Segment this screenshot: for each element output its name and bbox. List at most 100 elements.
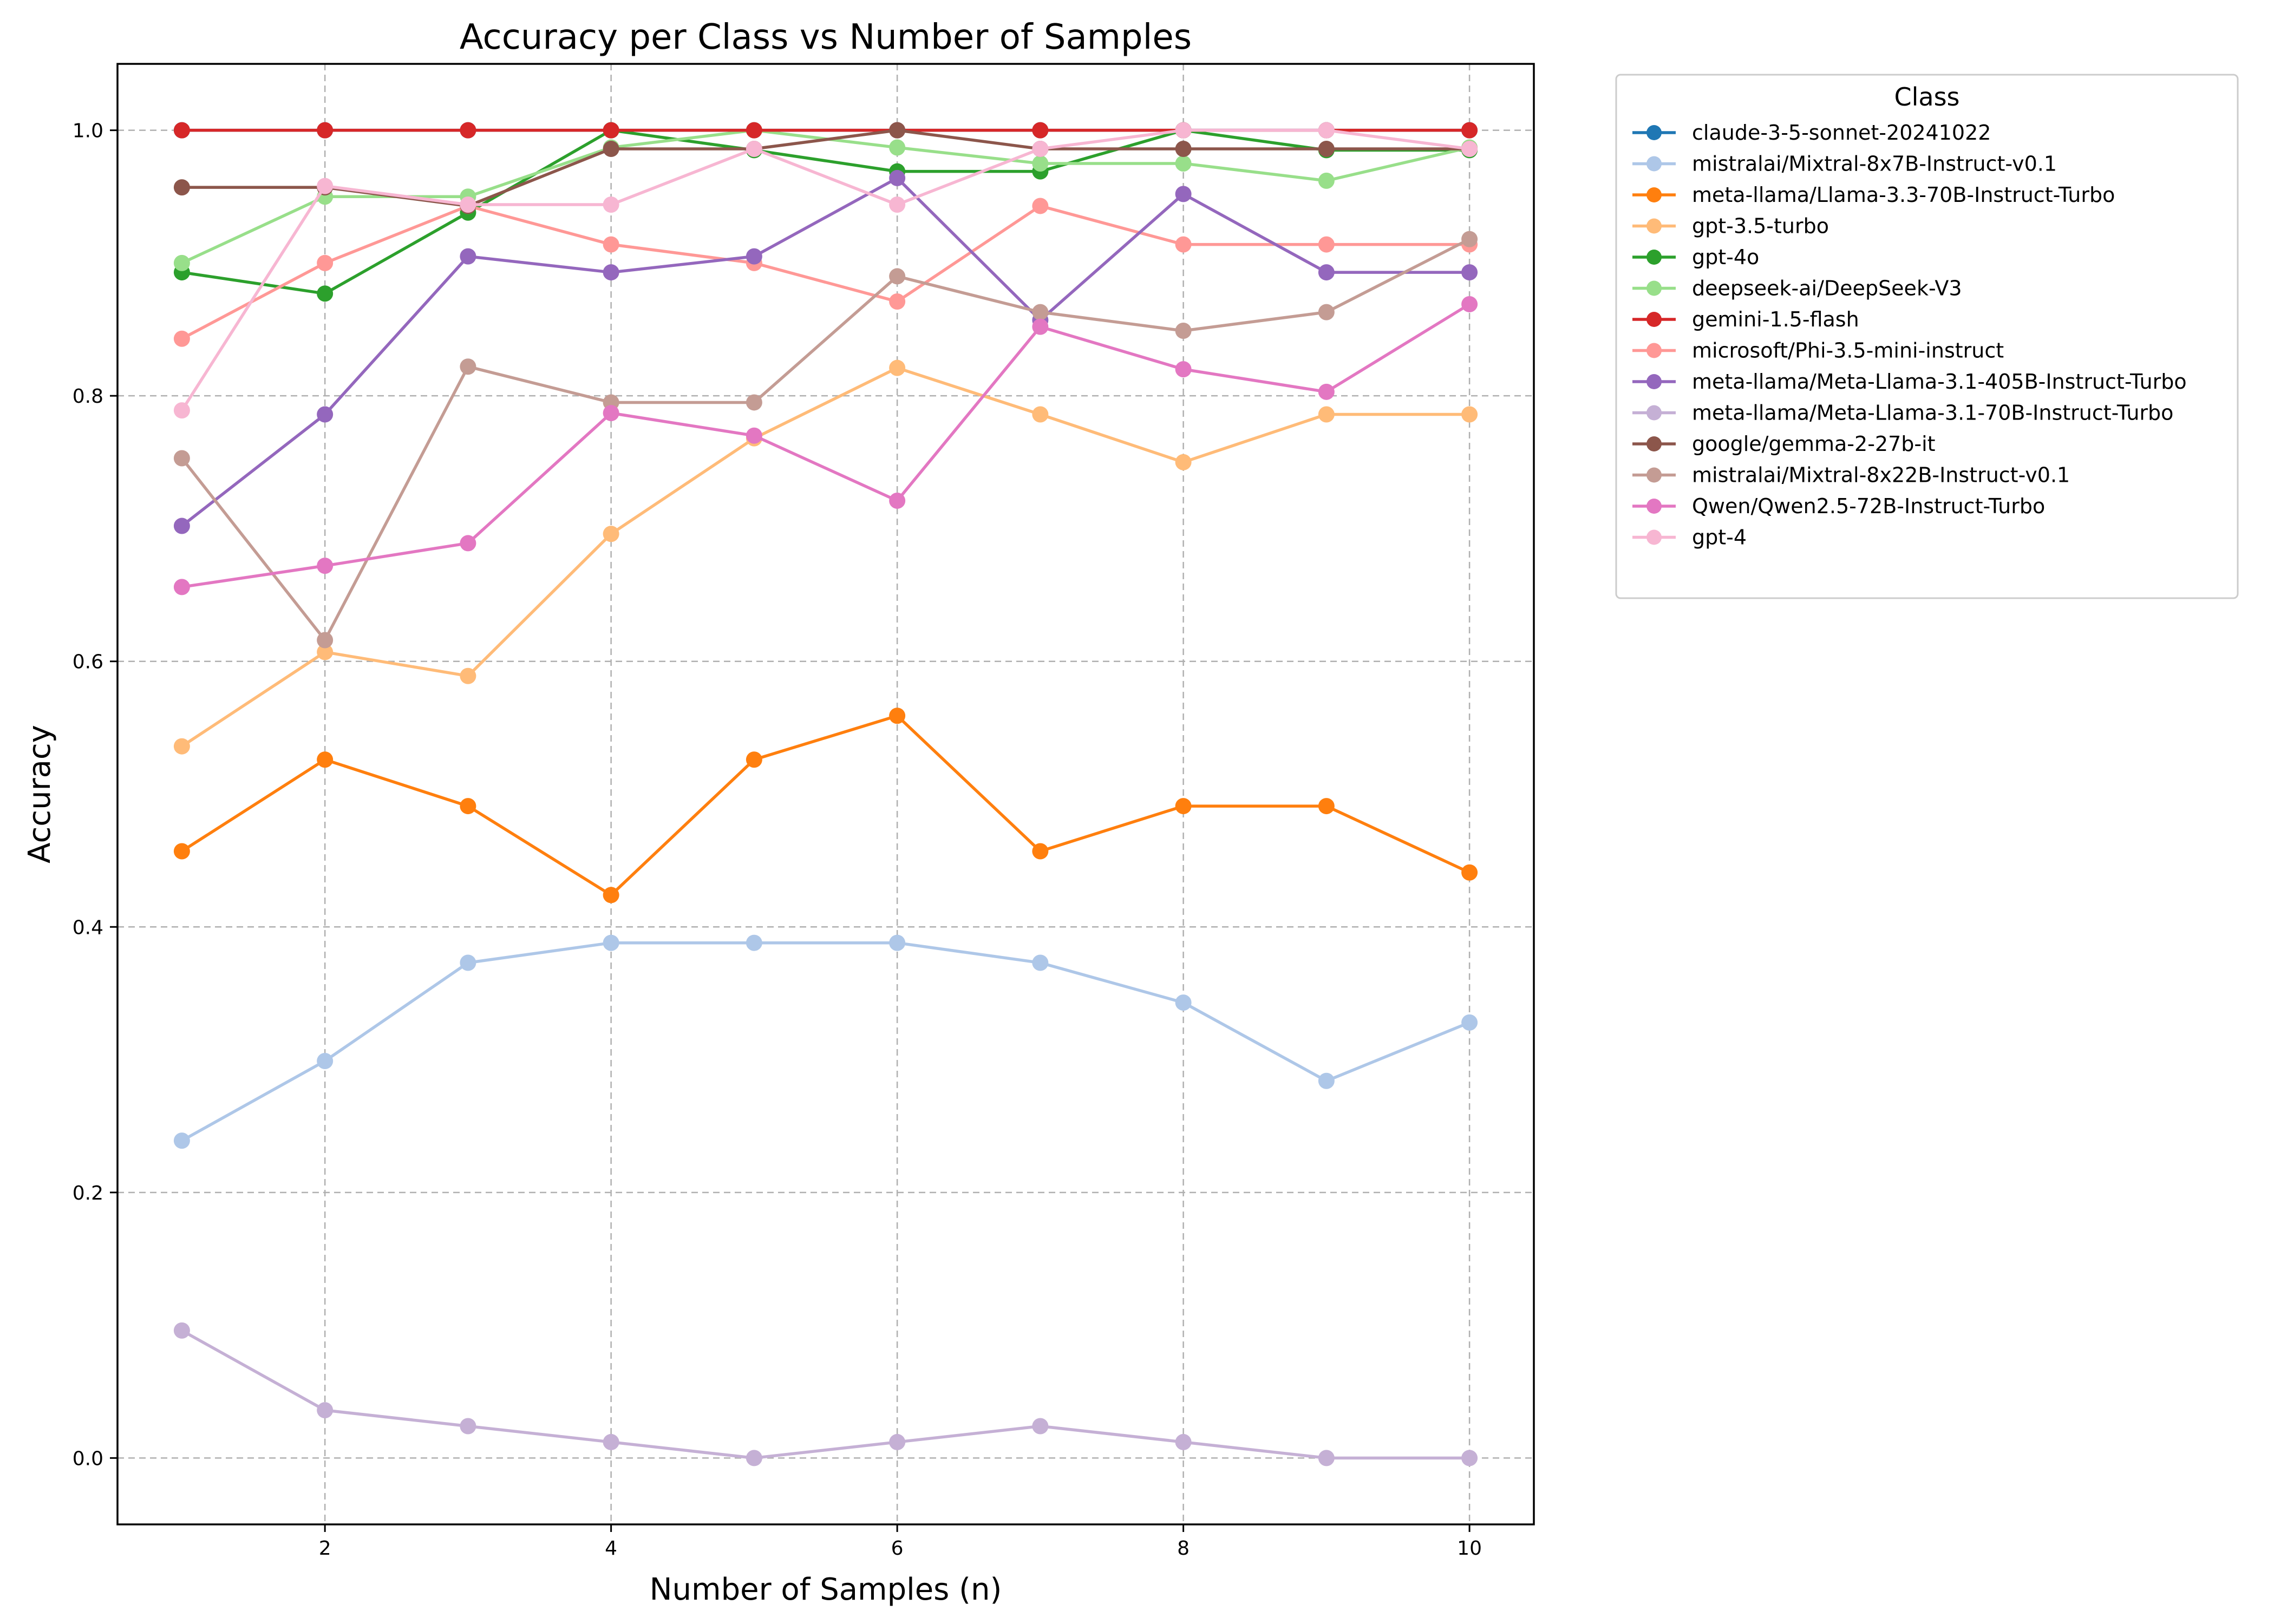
y-tick-label: 0.6 [73, 651, 103, 673]
legend-item: mistralai/Mixtral-8x7B-Instruct-v0.1 [1632, 152, 2057, 176]
data-point [1318, 122, 1335, 139]
data-point [603, 934, 619, 951]
legend-label: mistralai/Mixtral-8x22B-Instruct-v0.1 [1692, 463, 2070, 487]
legend-label: meta-llama/Meta-Llama-3.1-405B-Instruct-… [1692, 370, 2187, 394]
data-point [1032, 318, 1049, 335]
data-point [746, 140, 762, 157]
data-point [173, 179, 190, 196]
data-point [1175, 361, 1192, 378]
data-point [746, 934, 762, 951]
data-point [173, 330, 190, 347]
data-point [460, 358, 476, 375]
data-point [317, 1052, 334, 1069]
x-tick-label: 10 [1457, 1537, 1482, 1560]
data-point [746, 427, 762, 444]
series-line [181, 366, 1470, 748]
data-point [1318, 1450, 1335, 1466]
legend-marker [1646, 187, 1662, 202]
legend-marker [1646, 125, 1662, 140]
data-point [460, 798, 476, 815]
data-point [173, 843, 190, 860]
legend-label: gpt-4o [1692, 245, 1759, 269]
data-point [1318, 798, 1335, 815]
x-tick-label: 8 [1177, 1537, 1190, 1560]
y-tick-label: 0.2 [73, 1182, 103, 1204]
legend-label: microsoft/Phi-3.5-mini-instruct [1692, 339, 2004, 363]
data-point [1461, 864, 1478, 881]
legend-label: meta-llama/Meta-Llama-3.1-70B-Instruct-T… [1692, 401, 2173, 425]
plot-frame [116, 63, 1535, 1525]
data-point [317, 254, 334, 271]
data-point [889, 708, 906, 724]
data-point [317, 751, 334, 768]
data-point [460, 535, 476, 552]
legend-label: claude-3-5-sonnet-20241022 [1692, 121, 1991, 145]
data-point [173, 518, 190, 534]
data-point [603, 887, 619, 903]
data-point [317, 122, 334, 139]
legend-label: deepseek-ai/DeepSeek-V3 [1692, 277, 1962, 300]
data-point [1318, 406, 1335, 423]
data-point [317, 406, 334, 423]
legend-marker [1646, 218, 1662, 234]
data-point [603, 405, 619, 422]
x-tick-label: 2 [319, 1537, 331, 1560]
data-point [1461, 140, 1478, 157]
chart-title: Accuracy per Class vs Number of Samples [460, 17, 1192, 57]
data-point [889, 268, 906, 285]
legend-item: deepseek-ai/DeepSeek-V3 [1632, 277, 1962, 300]
data-point [889, 293, 906, 310]
data-point [889, 169, 906, 186]
legend-item: Qwen/Qwen2.5-72B-Instruct-Turbo [1632, 494, 2045, 518]
legend-label: gpt-4 [1692, 526, 1747, 549]
data-point [1175, 140, 1192, 157]
series-1 [173, 934, 1478, 1149]
data-point [603, 122, 619, 139]
data-point [317, 178, 334, 194]
data-point [1461, 406, 1478, 423]
x-tick-label: 6 [891, 1537, 904, 1560]
y-tick-label: 1.0 [73, 120, 103, 142]
data-point [746, 394, 762, 411]
legend-item: mistralai/Mixtral-8x22B-Instruct-v0.1 [1632, 463, 2070, 487]
data-point [1032, 140, 1049, 157]
legend-marker [1646, 499, 1662, 514]
data-point [603, 1433, 619, 1450]
data-point [603, 140, 619, 157]
data-point [889, 1433, 906, 1450]
y-axis: 0.0 0.2 0.4 0.6 0.8 1.0 [73, 120, 117, 1470]
data-point [1318, 236, 1335, 253]
data-point [1032, 406, 1049, 423]
data-point [173, 579, 190, 595]
data-point [1461, 296, 1478, 312]
series-line [181, 941, 1471, 1142]
series-3 [173, 359, 1478, 755]
legend-marker [1646, 405, 1662, 421]
data-point [889, 196, 906, 213]
legend-item: gpt-4o [1632, 245, 1759, 269]
series-13 [173, 122, 1478, 419]
data-point [1175, 122, 1192, 139]
data-point [889, 359, 906, 376]
series-12 [173, 296, 1478, 595]
data-point [317, 1402, 334, 1419]
series-line [181, 303, 1471, 589]
series-line [181, 714, 1471, 897]
data-point [173, 1322, 190, 1339]
legend-label: gpt-3.5-turbo [1692, 214, 1829, 238]
data-point [1175, 236, 1192, 253]
data-point [317, 285, 334, 302]
legend-item: gpt-3.5-turbo [1632, 214, 1829, 238]
series-2 [173, 708, 1478, 903]
data-point [173, 402, 190, 419]
legend-label: google/gemma-2-27b-it [1692, 432, 1936, 456]
data-point [889, 139, 906, 156]
legend-marker [1646, 250, 1662, 265]
data-point [889, 122, 906, 139]
data-point [460, 248, 476, 265]
data-point [173, 122, 190, 139]
data-point [1318, 1072, 1335, 1089]
data-point [603, 236, 619, 253]
data-point [1175, 798, 1192, 815]
data-point [603, 526, 619, 542]
